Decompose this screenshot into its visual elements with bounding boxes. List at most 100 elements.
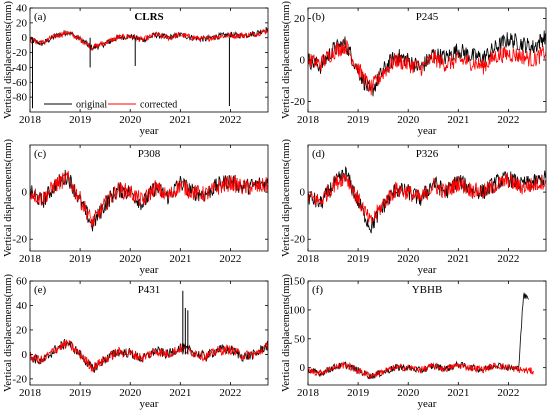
panel-p245: 2018 2019 2020 2021 2022 -20 0 20 (b) P245 year Ver… — [281, 0, 547, 137]
x-tick-label: 2020 — [397, 253, 420, 265]
y-tick-label: 20 — [16, 324, 28, 336]
y-tick-label: -40 — [12, 62, 27, 74]
y-tick-label: 0 — [22, 32, 28, 44]
x-tick-label: 2022 — [497, 387, 519, 399]
x-tick-label: 2020 — [397, 114, 420, 126]
x-tick-label: 2021 — [447, 387, 469, 399]
legend-label-original: original — [76, 100, 107, 111]
plot-area — [308, 30, 546, 97]
panel-p308: 2018 2019 2020 2021 2022 -20 0 (c) P308 year Verti… — [3, 138, 269, 276]
x-tick-label: 2019 — [347, 253, 370, 265]
x-axis-label: year — [418, 398, 437, 410]
x-tick-label: 2018 — [297, 114, 320, 126]
legend-label-corrected: corrected — [140, 100, 177, 111]
panel-letter: (e) — [34, 284, 47, 296]
x-tick-label: 2020 — [119, 253, 142, 265]
legend: original corrected — [44, 100, 177, 111]
x-tick-label: 2021 — [447, 114, 469, 126]
y-tick-label: 40 — [16, 300, 28, 312]
y-axis-label: Vertical displacements(mm) — [281, 273, 292, 392]
series-line-corrected — [30, 170, 268, 228]
x-tick-label: 2019 — [69, 387, 92, 399]
x-axis-label: year — [418, 264, 437, 276]
panel-p431: 2018 2019 2020 2021 2022 -20 0 20 40 60 (e) P431 yea… — [3, 273, 269, 410]
y-tick-label: 40 — [16, 3, 28, 15]
y-tick-label: -60 — [12, 77, 27, 89]
y-tick-label: -20 — [290, 96, 305, 108]
x-axis-label: year — [418, 125, 437, 137]
panel-ybhb: 2018 2019 2020 2021 2022 0 50 100 150 (f) YBHB year… — [281, 273, 547, 410]
plot-area — [30, 290, 268, 373]
panel-letter: (c) — [34, 148, 47, 160]
axes-frame — [29, 280, 269, 386]
series-line-corrected — [308, 361, 534, 379]
panel-letter: (d) — [312, 148, 325, 160]
x-tick-label: 2018 — [19, 114, 42, 126]
axes-frame — [307, 280, 547, 386]
x-tick-label: 2022 — [497, 114, 519, 126]
x-tick-label: 2018 — [19, 387, 42, 399]
plot-area — [30, 169, 268, 232]
x-axis-label: year — [140, 264, 159, 276]
x-tick-label: 2021 — [447, 253, 469, 265]
x-tick-label: 2021 — [169, 114, 191, 126]
y-tick-label: 20 — [16, 17, 28, 29]
y-axis-label: Vertical displacements(mm) — [3, 273, 14, 392]
y-tick-label: -80 — [12, 92, 27, 104]
y-tick-label: 50 — [294, 333, 306, 345]
axes-frame — [29, 7, 269, 113]
plot-area — [30, 27, 268, 109]
y-tick-label: 60 — [16, 276, 28, 288]
station-title: CLRS — [134, 11, 163, 23]
plot-area — [308, 292, 534, 380]
x-tick-label: 2022 — [219, 114, 241, 126]
y-tick-label: -20 — [12, 47, 27, 59]
series-line-corrected — [30, 339, 268, 373]
x-tick-label: 2018 — [297, 253, 320, 265]
y-tick-label: 100 — [289, 304, 306, 316]
y-tick-label: 0 — [300, 55, 306, 67]
series-line-original — [30, 27, 268, 51]
x-tick-label: 2018 — [19, 253, 42, 265]
y-axis-label: Vertical displacements(mm) — [3, 138, 14, 257]
axes-frame — [307, 144, 547, 252]
x-axis-label: year — [140, 125, 159, 137]
y-tick-label: 0 — [22, 349, 28, 361]
panel-clrs: 2018 2019 2020 2021 2022 -80 -60 -40 -20 0 20 40 (a)… — [3, 0, 269, 137]
station-title: P245 — [416, 11, 439, 23]
y-tick-label: 20 — [294, 13, 306, 25]
panel-letter: (b) — [312, 11, 325, 23]
panel-letter: (f) — [312, 284, 323, 296]
x-tick-label: 2019 — [347, 114, 370, 126]
x-tick-label: 2020 — [397, 387, 420, 399]
series-line-corrected — [30, 28, 268, 51]
axes-frame — [29, 144, 269, 252]
x-tick-label: 2018 — [297, 387, 320, 399]
x-tick-label: 2020 — [119, 114, 142, 126]
y-axis-label: Vertical displacements(mm) — [3, 0, 14, 119]
x-tick-label: 2019 — [69, 253, 92, 265]
y-tick-label: -20 — [12, 234, 27, 246]
x-tick-label: 2019 — [347, 387, 370, 399]
x-tick-label: 2021 — [169, 387, 191, 399]
x-tick-label: 2019 — [69, 114, 92, 126]
station-title: P308 — [138, 148, 161, 160]
panel-letter: (a) — [34, 11, 47, 23]
x-tick-label: 2022 — [219, 387, 241, 399]
y-tick-label: 0 — [300, 362, 306, 374]
x-axis-label: year — [140, 398, 159, 410]
x-tick-label: 2022 — [497, 253, 519, 265]
x-tick-label: 2020 — [119, 387, 142, 399]
station-title: P431 — [138, 284, 161, 296]
y-tick-label: -20 — [12, 373, 27, 385]
x-tick-label: 2021 — [169, 253, 191, 265]
y-axis-label: Vertical displacements(mm) — [281, 0, 292, 119]
x-tick-label: 2022 — [219, 253, 241, 265]
y-tick-label: 0 — [300, 187, 306, 199]
y-tick-label: -20 — [290, 234, 305, 246]
panel-p326: 2018 2019 2020 2021 2022 -20 0 (d) P326 year Verti… — [281, 138, 547, 276]
y-tick-label: 150 — [289, 276, 306, 288]
y-axis-label: Vertical displacements(mm) — [281, 138, 292, 257]
plot-area — [308, 165, 546, 234]
